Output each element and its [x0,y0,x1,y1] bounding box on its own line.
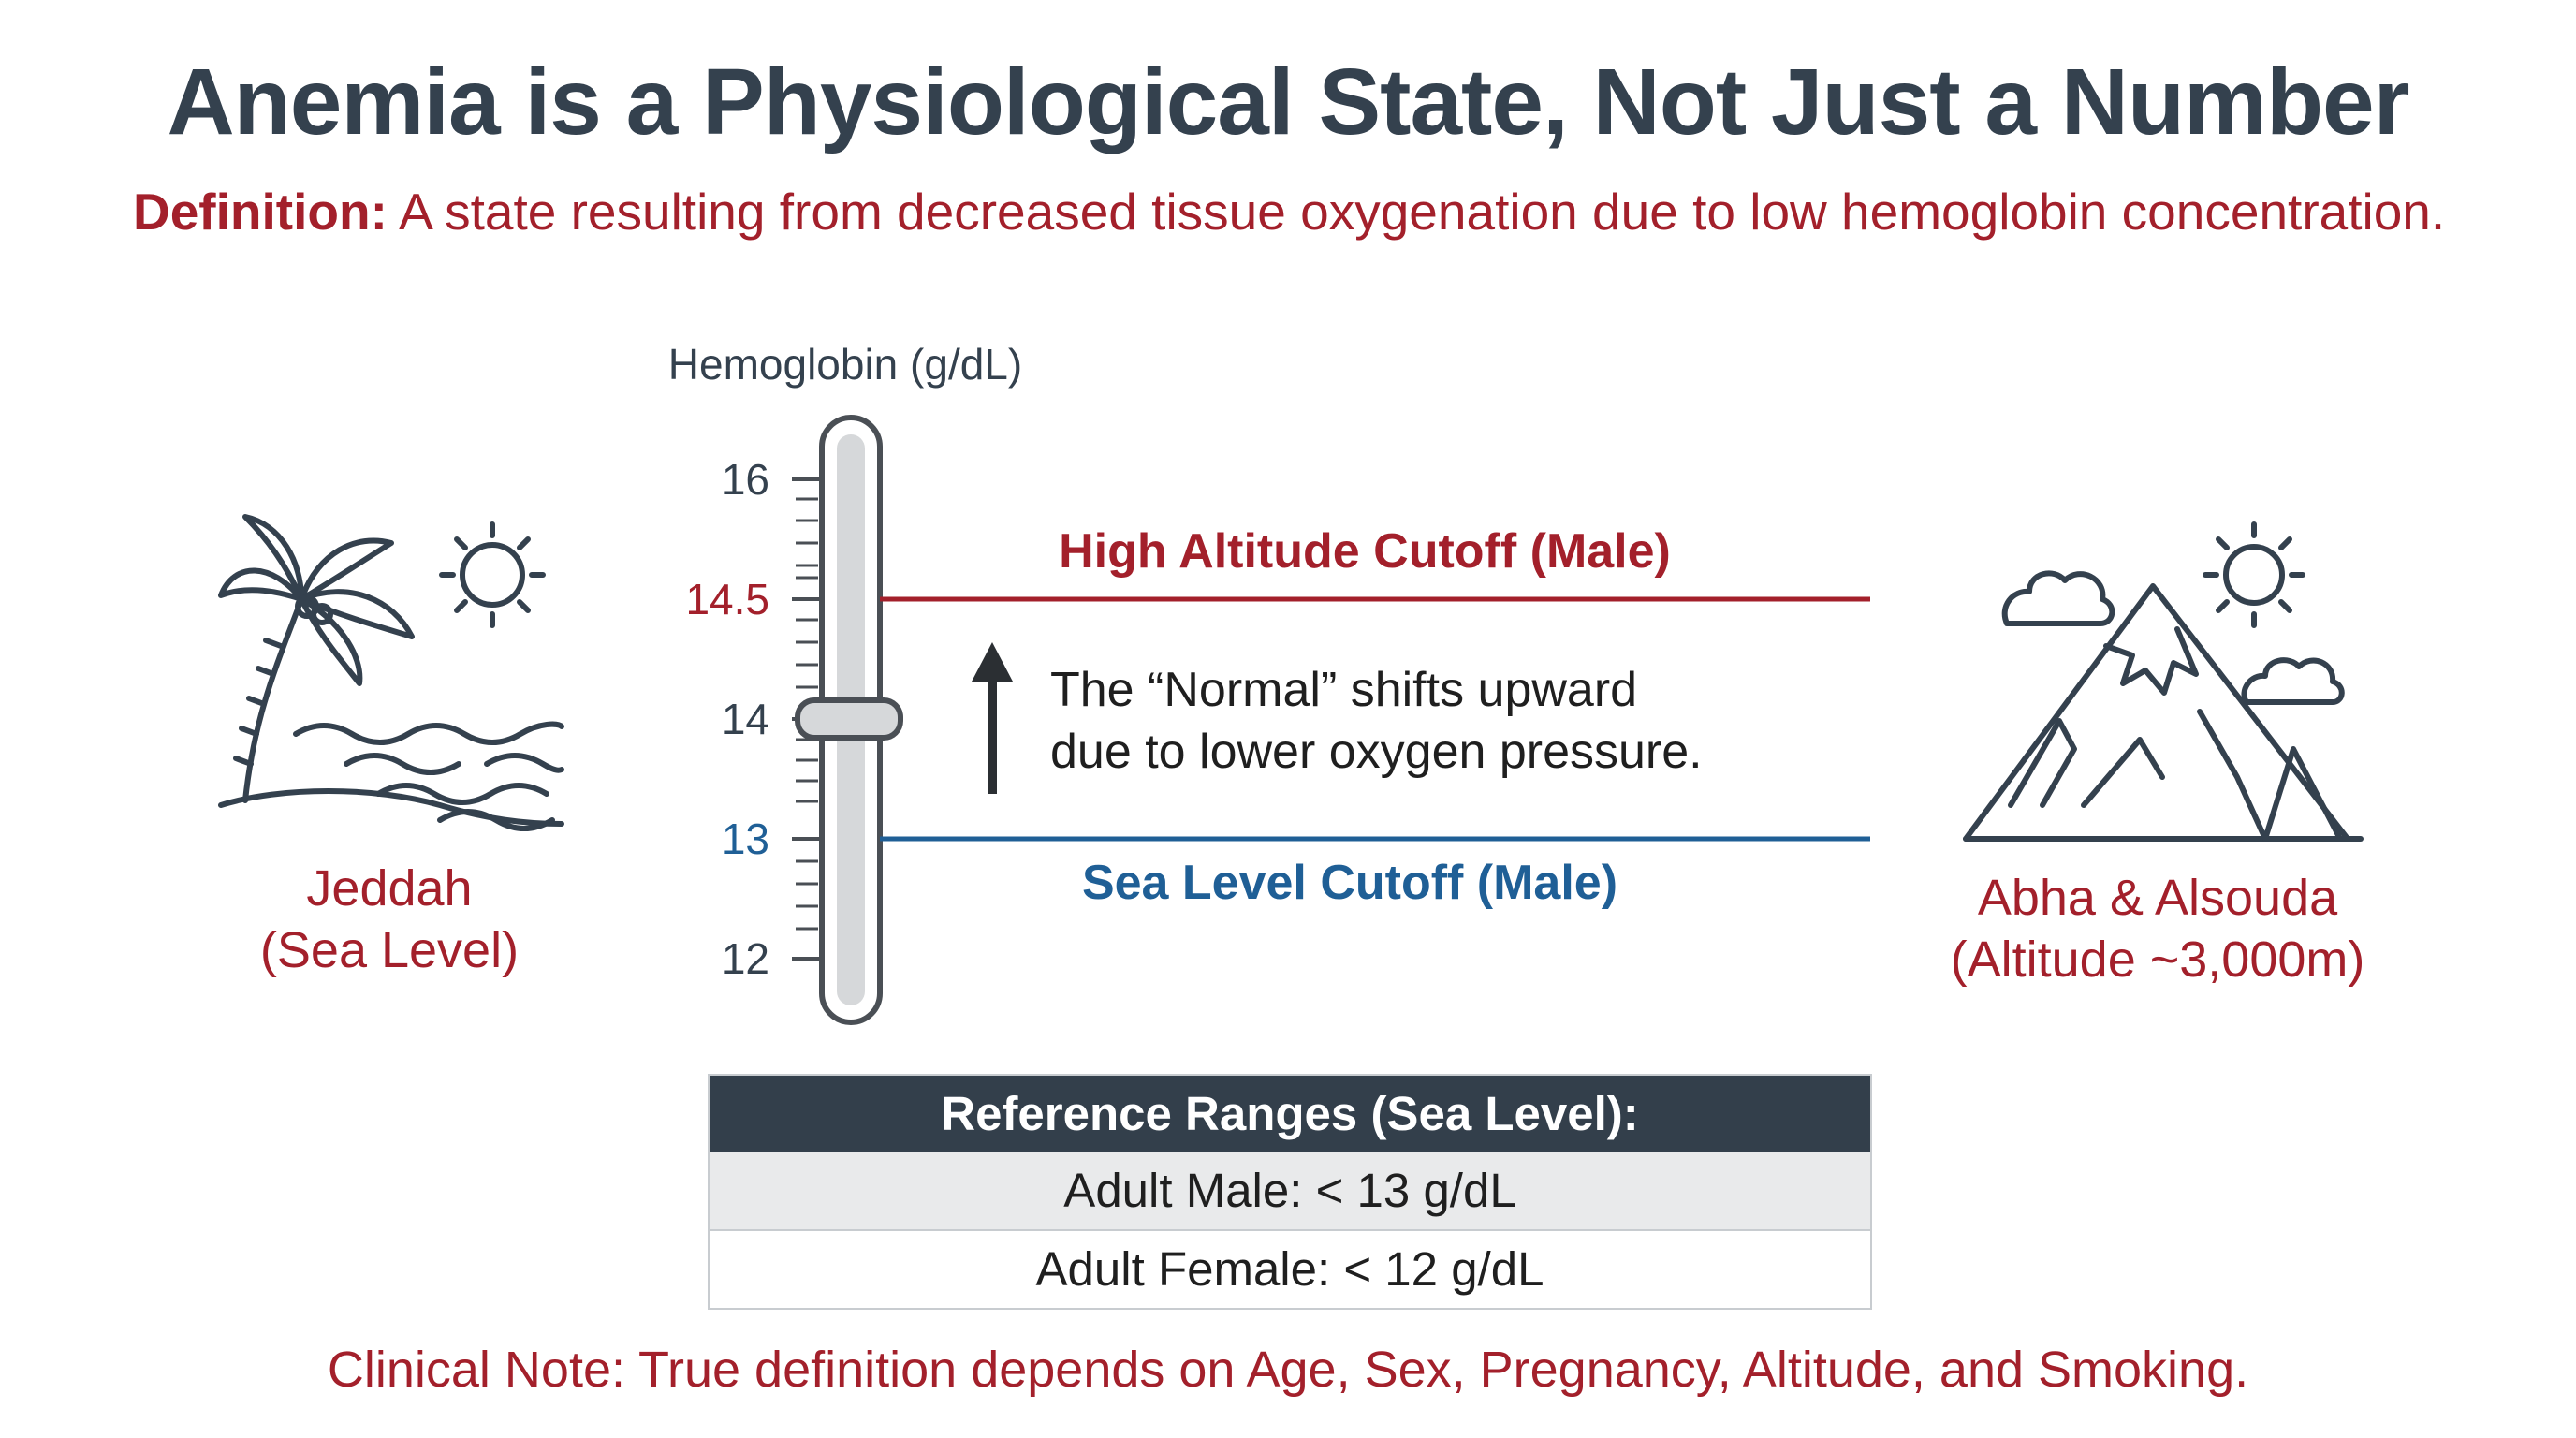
tick-label-14-5: 14.5 [685,575,769,624]
mountain-icon [1963,521,2364,842]
location-right: Abha & Alsouda (Altitude ~3,000m) [1891,867,2424,990]
up-arrow-icon [972,642,1013,794]
reference-ranges-header: Reference Ranges (Sea Level): [710,1076,1870,1152]
location-left: Jeddah (Sea Level) [221,858,558,981]
shift-note-line-2: due to lower oxygen pressure. [1050,725,1703,779]
location-right-detail: (Altitude ~3,000m) [1950,932,2365,988]
hemoglobin-diagram: Hemoglobin (g/dL) 16 14.5 14 13 12 [218,340,2364,1025]
tick-label-13: 13 [722,814,769,863]
location-right-name: Abha & Alsouda [1977,870,2338,926]
shift-note-line-1: The “Normal” shifts upward [1050,663,1637,717]
clinical-note: Clinical Note: True definition depends o… [327,1342,2249,1398]
tick-label-14: 14 [722,695,769,743]
definition-label: Definition: [133,183,388,241]
table-row: Adult Male: < 13 g/dL [710,1152,1870,1231]
reference-ranges-table: Reference Ranges (Sea Level): Adult Male… [708,1074,1872,1310]
sea-level-cutoff-label: Sea Level Cutoff (Male) [1082,856,1617,910]
major-ticks [792,477,820,961]
gauge-handle [795,697,903,741]
definition-body: A state resulting from decreased tissue … [399,183,2446,241]
high-altitude-cutoff-label: High Altitude Cutoff (Male) [1059,524,1671,579]
definition-text: Definition: A state resulting from decre… [133,180,2473,243]
tick-label-16: 16 [722,455,769,504]
location-left-name: Jeddah [306,860,473,917]
palm-beach-icon [218,514,564,831]
page-title: Anemia is a Physiological State, Not Jus… [167,50,2409,154]
tick-label-12: 12 [722,934,769,983]
location-left-detail: (Sea Level) [259,922,520,978]
table-row: Adult Female: < 12 g/dL [710,1231,1870,1308]
axis-label: Hemoglobin (g/dL) [668,340,1022,389]
